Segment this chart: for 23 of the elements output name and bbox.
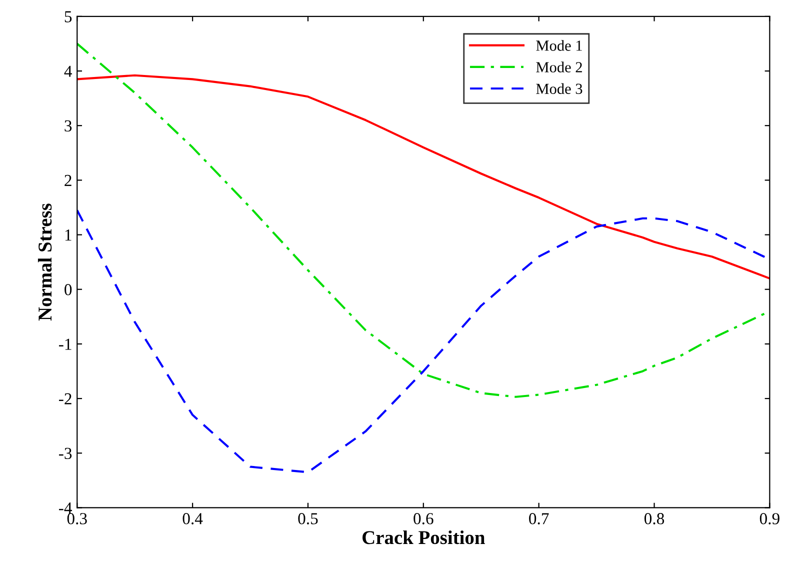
x-tick-label: 0.6	[414, 513, 434, 524]
y-tick-label: -2	[59, 393, 72, 404]
x-axis-title: Crack Position	[362, 530, 485, 544]
y-tick-label: 1	[65, 230, 72, 241]
y-tick-label: 0	[64, 284, 72, 296]
y-tick-label: -4	[59, 502, 72, 514]
y-tick-label: 5	[64, 11, 72, 22]
y-axis-title: Normal Stress	[38, 204, 52, 321]
x-tick-label: 0.4	[182, 513, 203, 524]
y-tick-label: 4	[64, 66, 72, 77]
y-tick-label: -3	[59, 448, 72, 460]
y-tick-label: -1	[59, 338, 72, 350]
x-tick-label: 0.7	[529, 513, 549, 524]
y-tick-label: 3	[64, 120, 72, 132]
line-series	[77, 74, 770, 280]
legend-label: Mode 3	[536, 83, 582, 94]
x-tick-label: 0.9	[760, 513, 780, 524]
x-tick-label: 0.8	[644, 513, 664, 524]
legend-label: Mode 2	[536, 62, 582, 72]
legend-label: Mode 1	[536, 40, 582, 51]
x-tick-label: 0.3	[67, 513, 87, 524]
x-tick-label: 0.5	[298, 513, 318, 524]
y-tick-label: 2	[64, 174, 72, 186]
